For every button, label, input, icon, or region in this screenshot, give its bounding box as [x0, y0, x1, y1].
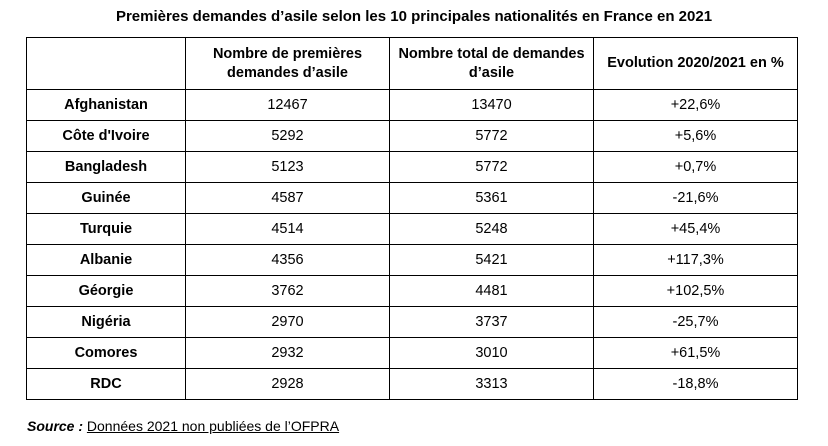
table-row: Albanie 4356 5421 +117,3%: [26, 244, 798, 276]
first-requests-cell: 2932: [185, 337, 390, 369]
country-cell: Comores: [26, 337, 186, 369]
header-evolution: Evolution 2020/2021 en %: [593, 37, 798, 90]
table-row: Géorgie 3762 4481 +102,5%: [26, 275, 798, 307]
table-row: Bangladesh 5123 5772 +0,7%: [26, 151, 798, 183]
first-requests-cell: 4356: [185, 244, 390, 276]
total-requests-cell: 3313: [389, 368, 594, 400]
table-row: Nigéria 2970 3737 -25,7%: [26, 306, 798, 338]
country-cell: Albanie: [26, 244, 186, 276]
first-requests-cell: 4514: [185, 213, 390, 245]
total-requests-cell: 5421: [389, 244, 594, 276]
evolution-cell: +22,6%: [593, 89, 798, 121]
evolution-cell: +0,7%: [593, 151, 798, 183]
header-first-requests: Nombre de premières demandes d’asile: [185, 37, 390, 90]
total-requests-cell: 3737: [389, 306, 594, 338]
table-row: Afghanistan 12467 13470 +22,6%: [26, 89, 798, 121]
first-requests-cell: 5123: [185, 151, 390, 183]
table-row: Guinée 4587 5361 -21,6%: [26, 182, 798, 214]
total-requests-cell: 3010: [389, 337, 594, 369]
evolution-cell: +102,5%: [593, 275, 798, 307]
evolution-cell: +5,6%: [593, 120, 798, 152]
country-cell: Turquie: [26, 213, 186, 245]
table-header: Nombre de premières demandes d’asile Nom…: [26, 37, 798, 90]
header-total-requests: Nombre total de demandes d’asile: [389, 37, 594, 90]
first-requests-cell: 12467: [185, 89, 390, 121]
country-cell: Guinée: [26, 182, 186, 214]
table-title: Premières demandes d’asile selon les 10 …: [115, 8, 713, 25]
first-requests-cell: 2970: [185, 306, 390, 338]
total-requests-cell: 5361: [389, 182, 594, 214]
total-requests-cell: 5772: [389, 151, 594, 183]
table-row: Comores 2932 3010 +61,5%: [26, 337, 798, 369]
first-requests-cell: 2928: [185, 368, 390, 400]
source-link[interactable]: Données 2021 non publiées de l’OFPRA: [86, 418, 340, 434]
header-corner: [26, 37, 186, 90]
total-requests-cell: 5772: [389, 120, 594, 152]
evolution-cell: +117,3%: [593, 244, 798, 276]
first-requests-cell: 3762: [185, 275, 390, 307]
header-row: Nombre de premières demandes d’asile Nom…: [26, 37, 798, 90]
country-cell: RDC: [26, 368, 186, 400]
country-cell: Géorgie: [26, 275, 186, 307]
evolution-cell: +45,4%: [593, 213, 798, 245]
evolution-cell: -21,6%: [593, 182, 798, 214]
table-body: Afghanistan 12467 13470 +22,6% Côte d'Ivoire…: [26, 89, 798, 400]
source-label: Source :: [27, 418, 84, 434]
country-cell: Afghanistan: [26, 89, 186, 121]
evolution-cell: +61,5%: [593, 337, 798, 369]
country-cell: Nigéria: [26, 306, 186, 338]
first-requests-cell: 4587: [185, 182, 390, 214]
total-requests-cell: 13470: [389, 89, 594, 121]
source-note: Source : Données 2021 non publiées de l’…: [27, 417, 339, 435]
table-row: Côte d'Ivoire 5292 5772 +5,6%: [26, 120, 798, 152]
evolution-cell: -25,7%: [593, 306, 798, 338]
table-row: RDC 2928 3313 -18,8%: [26, 368, 798, 400]
first-requests-cell: 5292: [185, 120, 390, 152]
evolution-cell: -18,8%: [593, 368, 798, 400]
total-requests-cell: 4481: [389, 275, 594, 307]
total-requests-cell: 5248: [389, 213, 594, 245]
country-cell: Côte d'Ivoire: [26, 120, 186, 152]
table-row: Turquie 4514 5248 +45,4%: [26, 213, 798, 245]
asylum-requests-table: Nombre de premières demandes d’asile Nom…: [26, 37, 798, 400]
country-cell: Bangladesh: [26, 151, 186, 183]
